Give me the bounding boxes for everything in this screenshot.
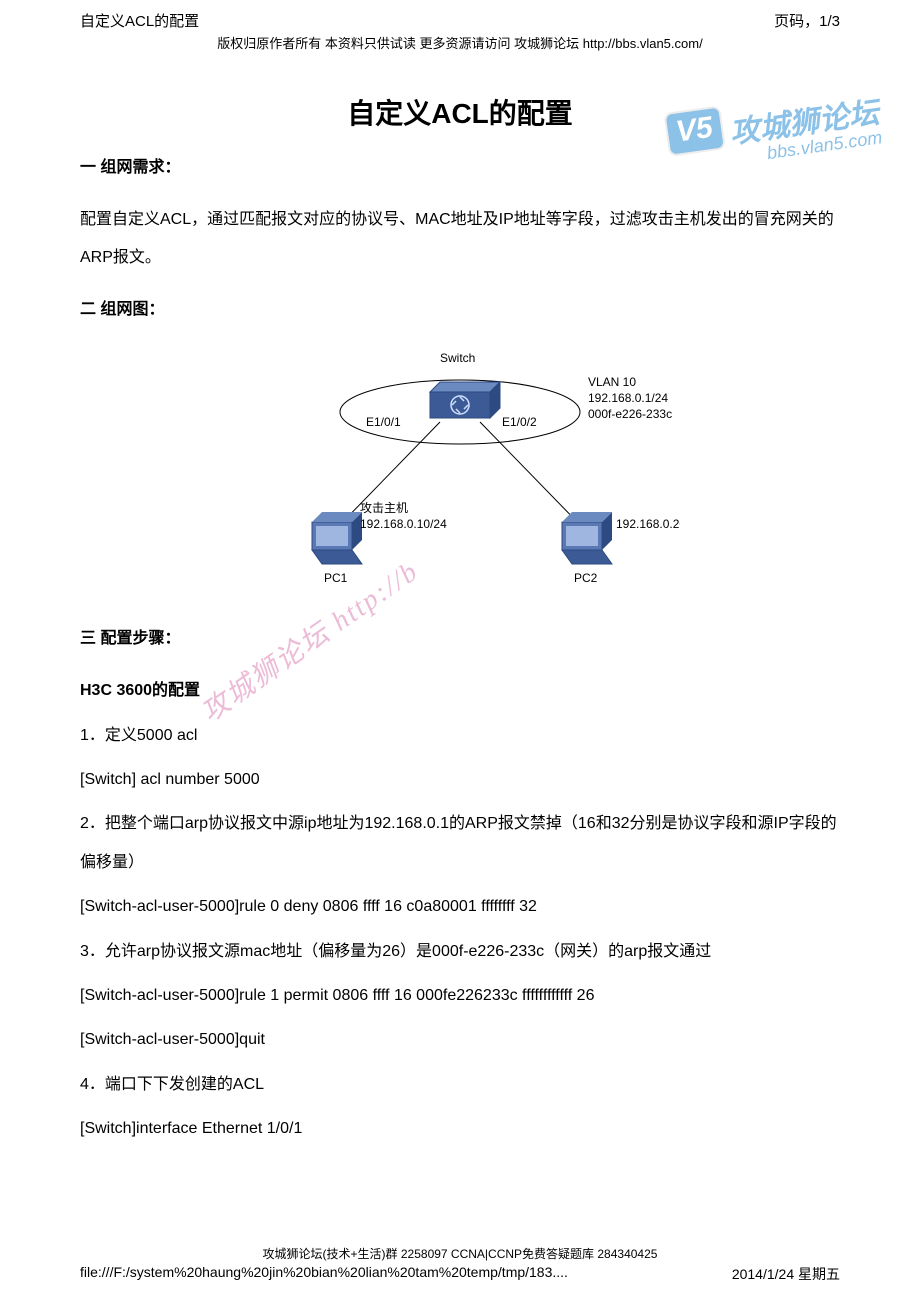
pc2-icon <box>562 512 612 564</box>
page: 自定义ACL的配置 页码，1/3 版权归原作者所有 本资料只供试读 更多资源请访… <box>0 0 920 1290</box>
footer-top: 攻城狮论坛(技术+生活)群 2258097 CCNA|CCNP免费答疑题库 28… <box>80 1245 840 1262</box>
footer-left: file:///F:/system%20haung%20jin%20bian%2… <box>80 1264 568 1284</box>
pc1-ip: 192.168.0.10/24 <box>360 517 447 531</box>
footer: 攻城狮论坛(技术+生活)群 2258097 CCNA|CCNP免费答疑题库 28… <box>80 1245 840 1284</box>
section1-head: 一 组网需求： <box>80 154 840 183</box>
network-diagram: Switch E1/0/1 E1/0/2 VLAN 10 192.168.0.1… <box>240 342 680 607</box>
pc1-attack: 攻击主机 <box>360 501 408 515</box>
header-right: 页码，1/3 <box>774 10 840 31</box>
pc2-ip: 192.168.0.20/24 <box>616 517 680 531</box>
diagram-svg: Switch E1/0/1 E1/0/2 VLAN 10 192.168.0.1… <box>240 342 680 602</box>
header-copyright: 版权归原作者所有 本资料只供试读 更多资源请访问 攻城狮论坛 http://bb… <box>80 33 840 52</box>
port-right: E1/0/2 <box>502 415 537 429</box>
step3: 3．允许arp协议报文源mac地址（偏移量为26）是000f-e226-233c… <box>80 933 840 971</box>
header-row: 自定义ACL的配置 页码，1/3 <box>80 10 840 31</box>
pc2-name: PC2 <box>574 571 598 585</box>
step2: 2．把整个端口arp协议报文中源ip地址为192.168.0.1的ARP报文禁掉… <box>80 805 840 882</box>
step4-cmd: [Switch]interface Ethernet 1/0/1 <box>80 1110 840 1148</box>
vlan-line1: VLAN 10 <box>588 375 636 389</box>
section1-body: 配置自定义ACL，通过匹配报文对应的协议号、MAC地址及IP地址等字段，过滤攻击… <box>80 201 840 278</box>
step3-cmd2: [Switch-acl-user-5000]quit <box>80 1021 840 1059</box>
pc1-name: PC1 <box>324 571 348 585</box>
step4: 4．端口下下发创建的ACL <box>80 1066 840 1104</box>
pc1-icon <box>312 512 362 564</box>
switch-label: Switch <box>440 351 475 365</box>
step1-cmd: [Switch] acl number 5000 <box>80 761 840 799</box>
switch-icon <box>430 382 500 418</box>
section3-sub: H3C 3600的配置 <box>80 672 840 710</box>
main-title: 自定义ACL的配置 <box>80 92 840 132</box>
vlan-line3: 000f-e226-233c <box>588 407 672 421</box>
step1: 1．定义5000 acl <box>80 717 840 755</box>
step3-cmd1: [Switch-acl-user-5000]rule 1 permit 0806… <box>80 977 840 1015</box>
step2-cmd: [Switch-acl-user-5000]rule 0 deny 0806 f… <box>80 888 840 926</box>
footer-right: 2014/1/24 星期五 <box>732 1264 840 1284</box>
port-left: E1/0/1 <box>366 415 401 429</box>
header-left: 自定义ACL的配置 <box>80 10 199 31</box>
vlan-line2: 192.168.0.1/24 <box>588 391 668 405</box>
section2-head: 二 组网图： <box>80 296 840 325</box>
section3-head: 三 配置步骤： <box>80 625 840 654</box>
link-pc2 <box>480 422 585 530</box>
